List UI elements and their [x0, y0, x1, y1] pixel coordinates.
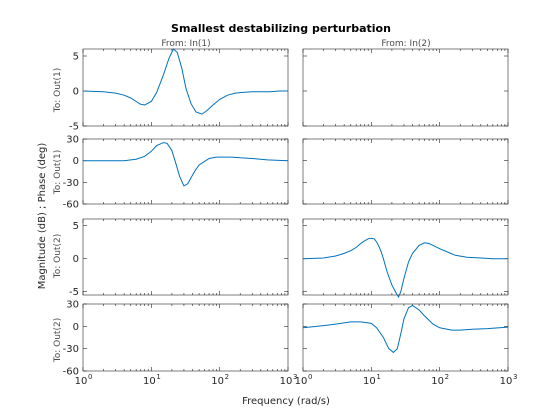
column-header-in2: From: In(2) [381, 39, 430, 49]
x-tick-label: 10 [295, 376, 308, 387]
y-tick-label: 30 [66, 135, 79, 146]
y-tick-label: 0 [73, 254, 79, 265]
x-tick-label: 10 [75, 376, 88, 387]
text-layer: Smallest destabilizing perturbation Freq… [37, 22, 431, 407]
axes-frame [302, 303, 509, 372]
row-label-out1-magnitude: To: Out(1) [53, 68, 63, 113]
row-label-out2-phase: To: Out(2) [53, 318, 63, 363]
axes-frame [82, 48, 289, 127]
row-label-out2-magnitude: To: Out(2) [53, 234, 63, 279]
y-tick-label: 30 [66, 300, 79, 311]
response-curve-r0-c0 [82, 48, 288, 115]
y-tick-label: 5 [73, 221, 79, 232]
x-tick-exponent: 1 [156, 373, 160, 381]
y-tick-label: 0 [73, 322, 79, 333]
axes-frame [82, 218, 289, 296]
y-tick-label: 5 [73, 52, 79, 63]
chart-title: Smallest destabilizing perturbation [171, 22, 391, 35]
y-tick-label: -30 [63, 178, 79, 189]
axes-frame [302, 138, 509, 205]
x-tick-exponent: 0 [308, 373, 312, 381]
x-tick-exponent: 2 [445, 373, 449, 381]
x-tick-label: 10 [363, 376, 376, 387]
response-curve-r2-c1 [302, 237, 508, 299]
x-tick-exponent: 3 [513, 373, 517, 381]
response-curve-r3-c1 [302, 304, 509, 354]
response-curve-r1-c0 [83, 142, 289, 187]
x-tick-exponent: 1 [376, 373, 380, 381]
y-axis-label: Magnitude (dB) ; Phase (deg) [37, 143, 48, 290]
y-tick-label: 0 [73, 156, 79, 167]
x-tick-label: 10 [500, 376, 513, 387]
axes-frame [82, 303, 289, 372]
y-tick-label: 0 [73, 87, 79, 98]
x-tick-label: 10 [431, 376, 444, 387]
y-tick-label: -5 [69, 287, 79, 298]
y-tick-label: -60 [63, 367, 79, 378]
x-tick-label: 10 [211, 376, 224, 387]
row-label-out1-phase: To: Out(1) [53, 150, 63, 195]
x-tick-label: 10 [143, 376, 156, 387]
y-tick-label: -5 [69, 122, 79, 133]
y-tick-label: -30 [63, 344, 79, 355]
x-tick-exponent: 2 [225, 373, 229, 381]
axes-frame [302, 218, 509, 296]
axes-frame [82, 138, 289, 205]
x-tick-label: 10 [280, 376, 293, 387]
axes-frame [302, 48, 509, 127]
x-tick-exponent: 0 [88, 373, 92, 381]
x-tick-exponent: 3 [293, 373, 297, 381]
x-axis-label: Frequency (rad/s) [242, 396, 330, 407]
column-header-in1: From: In(1) [161, 39, 210, 49]
y-tick-label: -60 [63, 200, 79, 211]
